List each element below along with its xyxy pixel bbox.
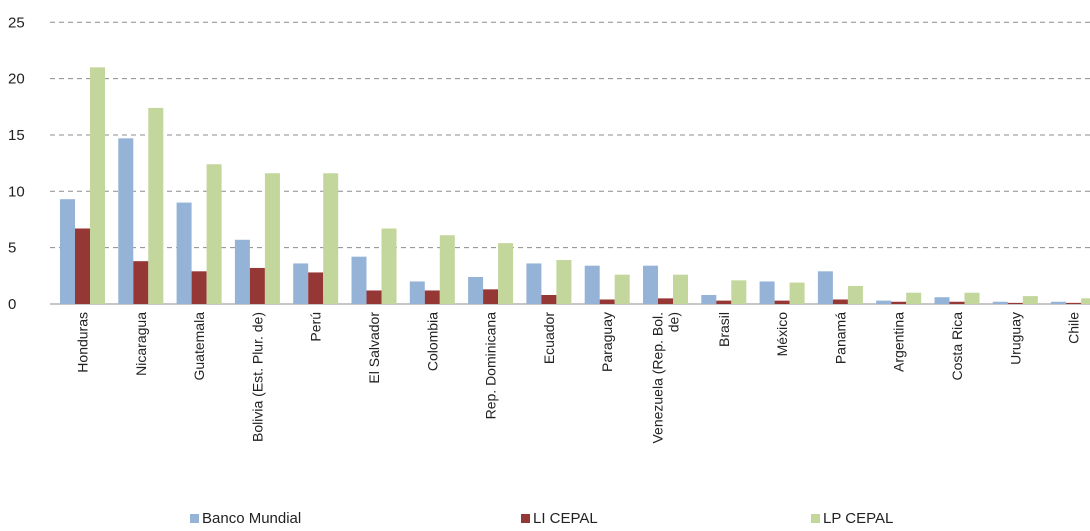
bar-li-cepal: [483, 289, 499, 304]
y-tick-label: 10: [8, 183, 25, 200]
bar-lp-cepal: [439, 235, 455, 304]
legend-item: LP CEPAL: [811, 510, 893, 527]
bar-lp-cepal: [673, 274, 688, 304]
bar-lp-cepal: [614, 274, 630, 304]
bar-banco-mundial: [60, 199, 75, 304]
bar-li-cepal: [716, 300, 732, 304]
y-tick-label: 5: [8, 240, 16, 257]
bar-banco-mundial: [584, 265, 600, 304]
category-label: Chile: [1066, 312, 1082, 344]
bar-li-cepal: [541, 294, 557, 304]
bar-lp-cepal: [498, 243, 514, 304]
bar-li-cepal: [1066, 302, 1082, 304]
bar-li-cepal: [133, 261, 149, 304]
bar-li-cepal: [366, 290, 382, 304]
bar-li-cepal: [832, 299, 848, 304]
bar-lp-cepal: [847, 285, 863, 304]
bar-li-cepal: [308, 272, 324, 304]
legend-item: LI CEPAL: [521, 510, 598, 527]
bar-li-cepal: [599, 299, 615, 304]
category-label: El Salvador: [366, 312, 382, 384]
legend-item: Banco Mundial: [190, 510, 301, 527]
bar-li-cepal: [658, 298, 673, 304]
bars: [60, 67, 1090, 304]
bar-li-cepal: [891, 301, 907, 304]
y-tick-label: 25: [8, 14, 25, 31]
bar-li-cepal: [424, 290, 440, 304]
y-tick-label: 0: [8, 296, 16, 313]
bar-li-cepal: [249, 267, 265, 304]
bar-banco-mundial: [526, 263, 542, 304]
bar-banco-mundial: [176, 202, 192, 304]
bar-lp-cepal: [556, 260, 572, 304]
bar-banco-mundial: [351, 256, 367, 304]
bar-banco-mundial: [409, 281, 425, 304]
category-label: Guatemala: [191, 312, 207, 381]
legend-label: LP CEPAL: [823, 510, 894, 527]
bar-lp-cepal: [731, 280, 747, 304]
bar-lp-cepal: [264, 173, 280, 304]
legend: Banco Mundial LI CEPAL LP CEPAL: [0, 510, 1090, 530]
bar-banco-mundial: [817, 271, 833, 304]
category-label: Uruguay: [1007, 312, 1023, 365]
legend-label: Banco Mundial: [202, 510, 302, 527]
legend-swatch: [190, 514, 199, 523]
category-label: Brasil: [716, 312, 732, 347]
x-axis: Honduras Nicaragua Guatemala Bolivia (Est. …: [75, 312, 1082, 444]
bar-lp-cepal: [148, 107, 164, 304]
legend-label: LI CEPAL: [533, 510, 598, 527]
category-label: Argentina: [891, 312, 907, 372]
bar-chart: 0 5 10 15 20 25 Honduras Nicaragua Guatemala Bol…: [8, 14, 1090, 444]
category-label: México: [774, 312, 790, 357]
category-label: Perú: [308, 312, 324, 342]
bar-banco-mundial: [992, 301, 1008, 304]
y-tick-label: 15: [8, 127, 25, 144]
bar-banco-mundial: [118, 138, 134, 304]
category-label: Panamá: [832, 312, 848, 364]
category-label: Nicaragua: [133, 312, 149, 376]
category-label: Honduras: [75, 312, 91, 373]
bar-banco-mundial: [934, 297, 950, 304]
bar-lp-cepal: [1081, 298, 1090, 304]
bar-banco-mundial: [701, 294, 717, 304]
bar-banco-mundial: [643, 265, 658, 304]
y-axis: 0 5 10 15 20 25: [8, 14, 25, 313]
bar-banco-mundial: [1051, 301, 1067, 304]
legend-swatch: [811, 514, 820, 523]
bar-li-cepal: [1007, 302, 1023, 304]
y-tick-label: 20: [8, 71, 25, 88]
legend-swatch: [521, 514, 530, 523]
bar-li-cepal: [75, 228, 90, 304]
bar-banco-mundial: [759, 281, 775, 304]
bar-lp-cepal: [381, 228, 397, 304]
category-label: Bolivia (Est. Plur. de): [249, 312, 265, 442]
category-label: Rep. Dominicana: [483, 312, 499, 420]
bar-lp-cepal: [1022, 296, 1038, 304]
bar-lp-cepal: [90, 67, 105, 304]
bar-lp-cepal: [789, 282, 805, 304]
bar-banco-mundial: [468, 276, 484, 304]
bar-li-cepal: [949, 301, 965, 304]
bar-banco-mundial: [234, 239, 250, 304]
category-label: Paraguay: [599, 312, 615, 372]
bar-banco-mundial: [293, 263, 309, 304]
category-label: Costa Rica: [949, 312, 965, 381]
bar-li-cepal: [191, 271, 207, 304]
category-label: Ecuador: [541, 312, 557, 364]
bar-lp-cepal: [323, 173, 339, 304]
category-label: Venezuela (Rep. Bol.: [650, 312, 666, 444]
bar-banco-mundial: [876, 300, 892, 304]
bar-lp-cepal: [906, 292, 922, 304]
bar-lp-cepal: [206, 164, 222, 304]
category-label: Colombia: [424, 312, 440, 371]
category-label: de): [666, 312, 682, 332]
bar-li-cepal: [774, 300, 790, 304]
bar-lp-cepal: [964, 292, 980, 304]
